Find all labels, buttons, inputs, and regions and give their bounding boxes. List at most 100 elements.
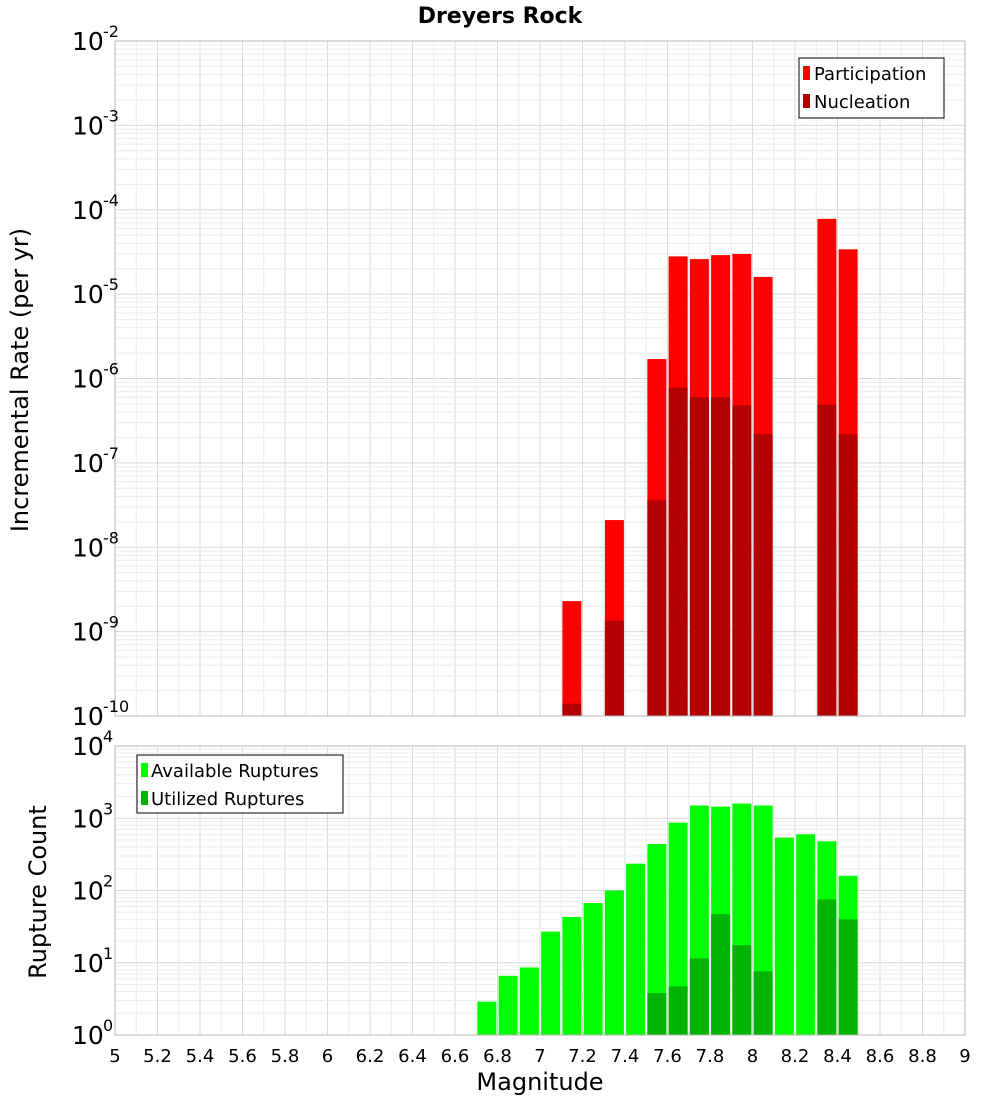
y-tick-base: 10 [72, 732, 104, 761]
bar-available-ruptures [626, 863, 646, 1035]
y-tick-exponent: -4 [103, 191, 119, 210]
bar-available-ruptures [647, 844, 667, 1035]
y-tick-base: 10 [72, 27, 104, 56]
y-tick-label: 10 -4 [72, 191, 119, 225]
legend-label-utilized-ruptures: Utilized Ruptures [151, 789, 304, 810]
y-tick-base: 10 [72, 449, 104, 478]
bar-utilized-ruptures [689, 958, 709, 1035]
y-tick-label: 10 3 [72, 799, 113, 833]
bar-available-ruptures [477, 1001, 497, 1035]
y-tick-label: 10 -6 [72, 360, 119, 394]
count-legend-box [136, 754, 344, 814]
y-tick-exponent: -10 [103, 697, 129, 716]
x-tick-label: 7.4 [611, 1046, 640, 1067]
bar-utilized-ruptures [838, 919, 858, 1035]
bar-utilized-ruptures [668, 986, 688, 1035]
x-tick-label: 7 [534, 1046, 545, 1067]
legend-label-available-ruptures: Available Ruptures [151, 761, 319, 782]
bar-nucleation [753, 433, 773, 716]
bar-nucleation [838, 433, 858, 716]
x-tick-label: 6 [322, 1046, 333, 1067]
x-tick-label: 6.8 [483, 1046, 512, 1067]
bar-nucleation [604, 620, 624, 716]
rate-legend-box [798, 57, 945, 119]
count-y-axis-label: Rupture Count [24, 805, 52, 979]
legend-swatch-utilized-ruptures [141, 791, 148, 805]
x-tick-label: 5 [109, 1046, 120, 1067]
y-tick-base: 10 [72, 280, 104, 309]
bar-nucleation [732, 405, 752, 716]
bar-available-ruptures [583, 903, 603, 1035]
rate-bars [562, 218, 858, 716]
bar-available-ruptures [796, 834, 816, 1035]
rate-legend: Participation Nucleation [798, 57, 945, 119]
y-tick-label: 10 -10 [72, 697, 129, 731]
y-tick-exponent: -5 [103, 275, 119, 294]
bar-available-ruptures [604, 890, 624, 1035]
x-ticks: 5 5.2 5.4 5.6 5.8 6 6.2 6.4 6.6 6.8 7 7.2 7.4 7.6 7.8 8… [109, 1046, 970, 1067]
y-tick-exponent: 0 [103, 1016, 113, 1035]
y-tick-base: 10 [72, 1021, 104, 1050]
x-tick-label: 7.8 [696, 1046, 725, 1067]
y-tick-base: 10 [72, 533, 104, 562]
x-tick-label: 7.2 [568, 1046, 597, 1067]
x-tick-label: 5.2 [143, 1046, 172, 1067]
y-tick-exponent: 4 [103, 727, 113, 746]
x-tick-label: 5.6 [228, 1046, 257, 1067]
y-tick-base: 10 [72, 196, 104, 225]
y-tick-label: 10 -2 [72, 22, 119, 56]
y-tick-label: 10 0 [72, 1016, 113, 1050]
bar-nucleation [711, 397, 731, 716]
legend-swatch-participation [803, 66, 810, 80]
rate-plot-frame [114, 40, 966, 717]
x-tick-label: 6.4 [398, 1046, 427, 1067]
y-tick-base: 10 [72, 804, 104, 833]
y-tick-label: 10 -5 [72, 275, 119, 309]
x-axis-label: Magnitude [476, 1068, 603, 1096]
x-tick-label: 8.8 [908, 1046, 937, 1067]
bar-participation [562, 601, 582, 716]
x-tick-label: 8.6 [866, 1046, 895, 1067]
x-tick-label: 7.6 [653, 1046, 682, 1067]
y-tick-label: 10 1 [72, 944, 113, 978]
y-tick-label: 10 2 [72, 872, 113, 906]
y-tick-base: 10 [72, 877, 104, 906]
bar-available-ruptures [541, 931, 561, 1035]
bar-nucleation [647, 500, 667, 716]
y-tick-base: 10 [72, 702, 104, 731]
x-tick-label: 8.4 [823, 1046, 852, 1067]
x-tick-label: 9 [959, 1046, 970, 1067]
y-tick-base: 10 [72, 365, 104, 394]
x-tick-label: 5.4 [186, 1046, 215, 1067]
bar-available-ruptures [774, 837, 794, 1035]
bar-nucleation [668, 387, 688, 716]
bar-nucleation [562, 703, 582, 716]
y-tick-label: 10 -8 [72, 528, 119, 562]
count-plot-frame [114, 745, 966, 1036]
bar-utilized-ruptures [817, 899, 837, 1035]
count-bars [477, 803, 858, 1035]
chart-title: Dreyers Rock [418, 4, 584, 29]
y-tick-exponent: -9 [103, 613, 119, 632]
y-tick-exponent: 1 [103, 944, 113, 963]
y-tick-base: 10 [72, 618, 104, 647]
bar-available-ruptures [519, 967, 539, 1035]
y-tick-exponent: -2 [103, 22, 119, 41]
y-tick-base: 10 [72, 949, 104, 978]
rate-y-axis-label: Incremental Rate (per yr) [6, 228, 34, 532]
y-tick-exponent: -3 [103, 106, 119, 125]
x-tick-label: 6.2 [356, 1046, 385, 1067]
y-tick-exponent: 2 [103, 872, 113, 891]
y-tick-label: 10 4 [72, 727, 113, 761]
bar-utilized-ruptures [753, 971, 773, 1035]
bar-utilized-ruptures [647, 993, 667, 1035]
x-tick-label: 8.2 [781, 1046, 810, 1067]
y-tick-label: 10 -9 [72, 613, 119, 647]
y-tick-exponent: -8 [103, 528, 119, 547]
y-tick-label: 10 -3 [72, 106, 119, 140]
x-tick-label: 6.6 [441, 1046, 470, 1067]
